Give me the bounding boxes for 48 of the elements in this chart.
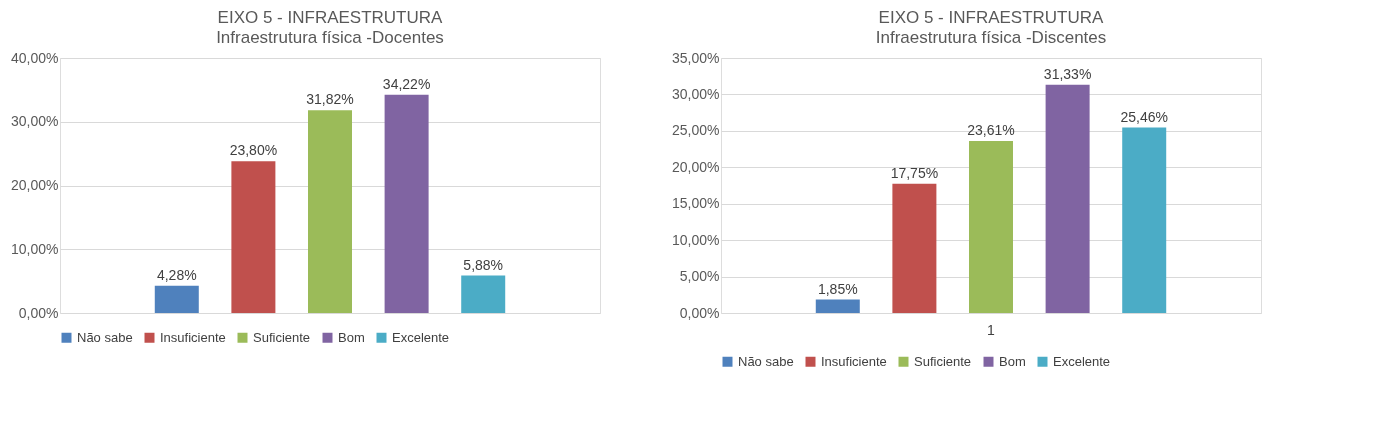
data-label: 31,82% xyxy=(306,91,354,108)
legend-label: Insuficiente xyxy=(821,353,887,369)
y-tick-label: 20,00% xyxy=(672,158,720,175)
y-tick-label: 30,00% xyxy=(11,113,59,130)
data-label: 4,28% xyxy=(156,266,197,283)
legend-label: Insuficiente xyxy=(160,329,226,345)
y-tick-label: 30,00% xyxy=(672,85,720,102)
y-tick-label: 0,00% xyxy=(679,304,720,321)
chart-title: EIXO 5 - INFRAESTRUTURA xyxy=(217,8,444,27)
y-tick-label: 15,00% xyxy=(672,195,720,212)
legend-label: Excelente xyxy=(392,329,450,345)
bar xyxy=(384,94,429,313)
legend-label: Bom xyxy=(999,353,1026,369)
legend-label: Suficiente xyxy=(914,353,972,369)
chart-title: EIXO 5 - INFRAESTRUTURA xyxy=(878,8,1105,27)
y-tick-label: 20,00% xyxy=(11,177,59,193)
bar xyxy=(154,285,199,313)
data-label: 5,88% xyxy=(463,256,504,273)
data-label: 17,75% xyxy=(890,164,939,181)
bar xyxy=(231,161,276,313)
legend-label: Não sabe xyxy=(738,353,794,369)
bar xyxy=(815,299,860,313)
chart-subtitle: Infraestrutura física -Docentes xyxy=(216,28,444,47)
legend-label: Bom xyxy=(338,329,365,345)
bar xyxy=(1122,127,1167,313)
legend-label: Excelente xyxy=(1053,353,1111,369)
legend-label: Suficiente xyxy=(253,329,311,345)
y-tick-label: 40,00% xyxy=(11,49,59,66)
data-label: 1,85% xyxy=(817,280,858,297)
data-label: 34,22% xyxy=(382,75,431,92)
data-label: 23,61% xyxy=(967,121,1015,138)
data-label: 25,46% xyxy=(1120,108,1168,125)
bar xyxy=(969,140,1013,313)
y-tick-label: 10,00% xyxy=(11,240,59,257)
data-label: 23,80% xyxy=(229,142,278,159)
chart-subtitle: Infraestrutura física -Discentes xyxy=(875,28,1107,47)
y-tick-label: 0,00% xyxy=(18,304,59,321)
y-tick-label: 35,00% xyxy=(672,49,720,66)
bar xyxy=(461,275,506,313)
y-tick-label: 25,00% xyxy=(672,122,720,139)
data-label: 31,33% xyxy=(1043,65,1092,82)
y-tick-label: 5,00% xyxy=(679,268,720,285)
bar xyxy=(1045,84,1090,313)
y-tick-label: 10,00% xyxy=(672,231,720,248)
x-tick-label: 1 xyxy=(987,321,996,338)
legend-label: Não sabe xyxy=(77,329,133,345)
bar xyxy=(892,183,937,313)
bar xyxy=(308,110,352,313)
